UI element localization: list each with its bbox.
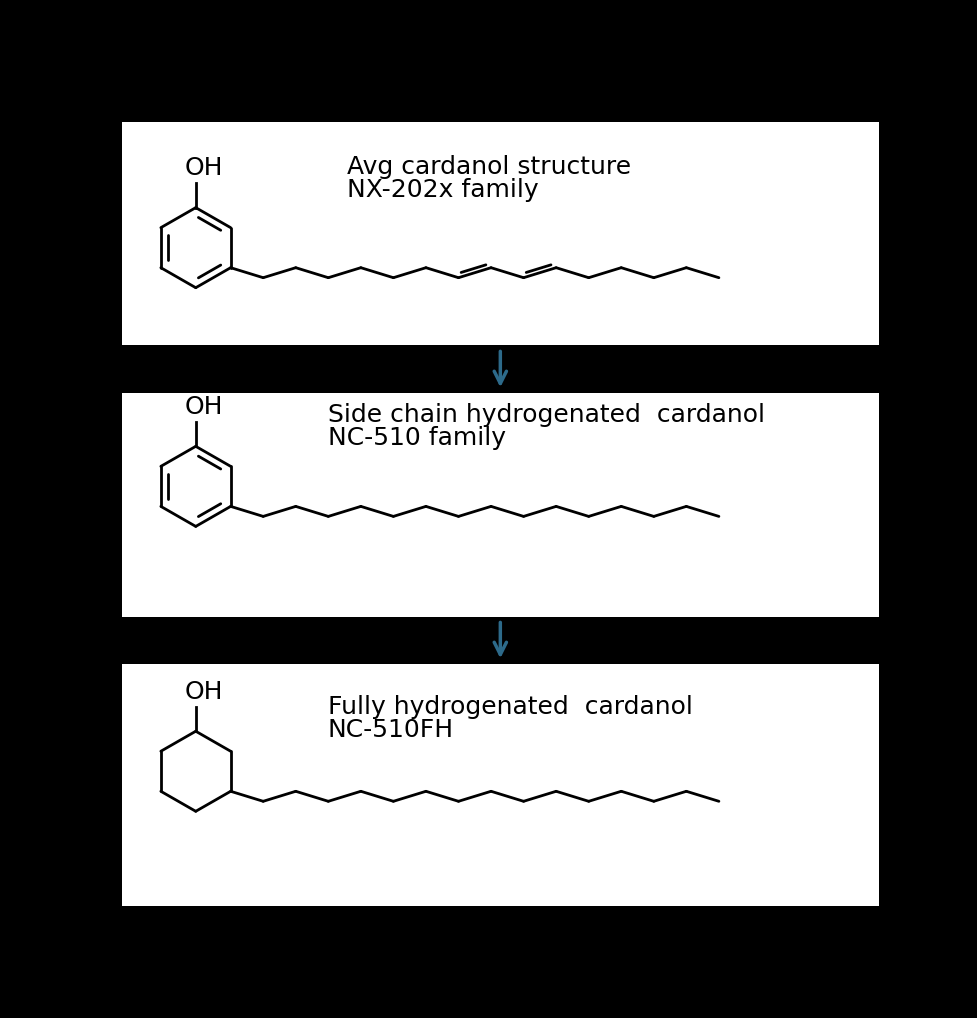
- Text: NX-202x family: NX-202x family: [347, 178, 538, 202]
- Text: OH: OH: [185, 395, 224, 418]
- Bar: [122, 664, 879, 906]
- Bar: [122, 345, 879, 393]
- Text: NC-510FH: NC-510FH: [327, 719, 453, 742]
- Text: Avg cardanol structure: Avg cardanol structure: [347, 155, 631, 179]
- Bar: [122, 617, 879, 664]
- Bar: [122, 122, 879, 345]
- Bar: [122, 393, 879, 617]
- Text: OH: OH: [185, 156, 224, 180]
- Text: NC-510 family: NC-510 family: [327, 426, 505, 450]
- Text: OH: OH: [185, 679, 224, 703]
- Text: Fully hydrogenated  cardanol: Fully hydrogenated cardanol: [327, 695, 693, 720]
- Text: Side chain hydrogenated  cardanol: Side chain hydrogenated cardanol: [327, 403, 764, 427]
